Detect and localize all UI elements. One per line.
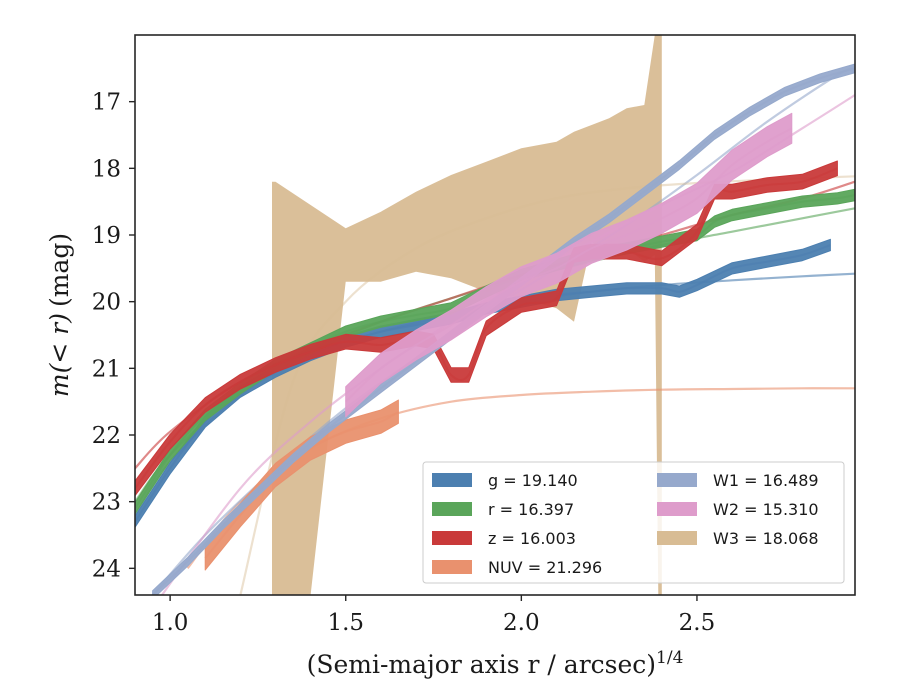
w3-legend-label: W3 = 18.068 xyxy=(713,529,819,548)
x-tick-label: 1.0 xyxy=(152,610,189,636)
y-tick-label: 19 xyxy=(92,223,121,249)
x-axis-label-text: (Semi-major axis r / arcsec) xyxy=(307,650,656,679)
y-axis-label: m(< r) (mag) xyxy=(45,233,74,397)
plot-area xyxy=(135,35,855,595)
y-tick-label: 24 xyxy=(92,556,121,582)
z-legend-label: z = 16.003 xyxy=(488,529,576,548)
z-legend-swatch xyxy=(432,531,472,545)
y-tick-label: 18 xyxy=(92,156,121,182)
r-legend-label: r = 16.397 xyxy=(488,500,574,519)
y-axis-label-main: m(< r) xyxy=(45,313,74,397)
y-tick-label: 23 xyxy=(92,490,121,516)
y-tick-label: 17 xyxy=(92,90,121,116)
data-bands-layer xyxy=(135,63,855,595)
y-axis-label-unit: (mag) xyxy=(45,233,74,307)
r-legend-swatch xyxy=(432,502,472,516)
w2-band xyxy=(345,112,793,418)
plot-frame xyxy=(134,34,856,596)
w3-legend-swatch xyxy=(657,531,697,545)
nuv-legend-label: NUV = 21.296 xyxy=(488,558,602,577)
w3-layer xyxy=(272,35,662,595)
x-axis-label-exponent: 1/4 xyxy=(656,648,683,668)
x-axis-label: (Semi-major axis r / arcsec)1/4 xyxy=(307,648,684,679)
y-tick-label: 21 xyxy=(92,356,121,382)
y-tick-label: 22 xyxy=(92,423,121,449)
nuv-legend-swatch xyxy=(432,560,472,574)
g-legend-label: g = 19.140 xyxy=(488,471,578,490)
w3-band xyxy=(272,35,662,595)
g-legend-swatch xyxy=(432,473,472,487)
w2-legend-label: W2 = 15.310 xyxy=(713,500,819,519)
w1-legend-label: W1 = 16.489 xyxy=(713,471,819,490)
x-tick-label: 2.5 xyxy=(679,610,716,636)
nuv-band xyxy=(204,399,399,571)
x-tick-label: 1.5 xyxy=(327,610,364,636)
y-axis-ticks: 17 18 19 20 21 22 23 24 xyxy=(92,90,135,582)
w2-profile-line xyxy=(345,127,793,403)
legend: g = 19.140 r = 16.397 z = 16.003 NUV = 21.2… xyxy=(422,461,845,584)
w2-legend-swatch xyxy=(657,502,697,516)
x-tick-label: 2.0 xyxy=(503,610,540,636)
w1-legend-swatch xyxy=(657,473,697,487)
r-band xyxy=(135,188,855,515)
x-axis-ticks: 1.0 1.5 2.0 2.5 xyxy=(152,595,715,636)
y-tick-label: 20 xyxy=(92,290,121,316)
legend-frame xyxy=(422,461,845,584)
